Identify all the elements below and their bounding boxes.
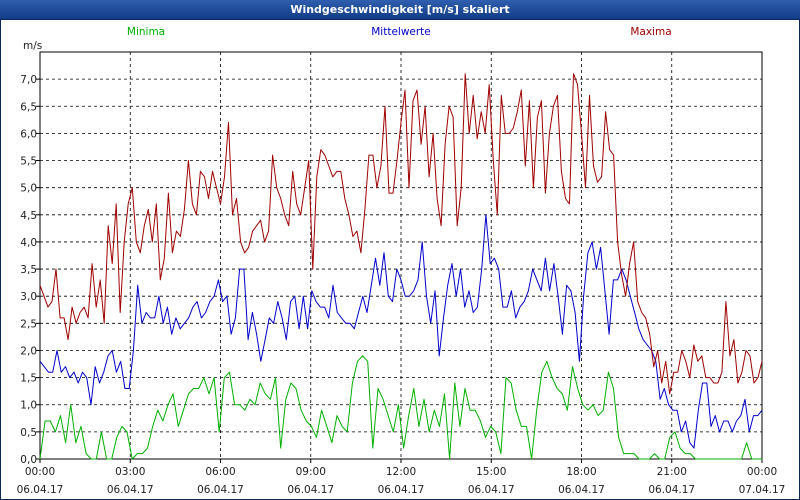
x-tick-date-label: 06.04.17 bbox=[17, 484, 64, 496]
y-tick-label: 5,5 bbox=[20, 156, 37, 168]
y-tick-label: 6,5 bbox=[20, 101, 37, 113]
x-tick-time-label: 18:00 bbox=[566, 466, 596, 478]
x-tick-date-label: 06.04.17 bbox=[468, 484, 515, 496]
legend-maxima: Maxima bbox=[630, 26, 671, 38]
y-axis-unit-label: m/s bbox=[23, 40, 42, 52]
y-tick-label: 3,0 bbox=[20, 291, 37, 303]
x-tick-time-label: 00:00 bbox=[25, 466, 55, 478]
y-tick-label: 2,0 bbox=[20, 345, 37, 357]
x-tick-date-label: 06.04.17 bbox=[558, 484, 605, 496]
chart-title: Windgeschwindigkeit [m/s] skaliert bbox=[0, 0, 800, 20]
x-tick-time-label: 09:00 bbox=[296, 466, 326, 478]
x-tick-date-label: 07.04.17 bbox=[739, 484, 786, 496]
maxima-line bbox=[39, 73, 763, 395]
y-tick-label: 4,0 bbox=[20, 237, 37, 249]
y-tick-label: 4,5 bbox=[20, 210, 37, 222]
legend-minima: Minima bbox=[127, 26, 165, 38]
x-tick-date-label: 06.04.17 bbox=[648, 484, 695, 496]
y-tick-label: 5,0 bbox=[20, 183, 37, 195]
series-lines bbox=[39, 73, 763, 460]
y-tick-label: 0,5 bbox=[20, 427, 37, 439]
x-tick-time-label: 00:00 bbox=[747, 466, 777, 478]
x-tick-date-label: 06.04.17 bbox=[287, 484, 334, 496]
legend-mittelwerte: Mittelwerte bbox=[371, 26, 431, 38]
x-tick-time-label: 12:00 bbox=[386, 466, 416, 478]
y-tick-label: 2,5 bbox=[20, 318, 37, 330]
y-tick-label: 6,0 bbox=[20, 128, 37, 140]
y-tick-label: 1,0 bbox=[20, 400, 37, 412]
y-tick-label: 7,0 bbox=[20, 74, 37, 86]
y-tick-label: 0,0 bbox=[20, 454, 37, 466]
minima-line bbox=[39, 355, 762, 460]
axes: 0,0 0,5 1,0 1,5 2,0 2,5 3,0 3,5 4,0 4,5 5,0 5,5 6,0 6… bbox=[17, 51, 786, 496]
x-tick-time-label: 21:00 bbox=[657, 466, 687, 478]
grid bbox=[40, 52, 762, 459]
y-tick-label: 3,5 bbox=[20, 264, 37, 276]
x-tick-date-label: 06.04.17 bbox=[197, 484, 244, 496]
x-tick-date-label: 06.04.17 bbox=[107, 484, 154, 496]
x-tick-time-label: 15:00 bbox=[476, 466, 506, 478]
x-tick-time-label: 03:00 bbox=[115, 466, 145, 478]
y-tick-label: 1,5 bbox=[20, 373, 37, 385]
x-tick-time-label: 06:00 bbox=[205, 466, 235, 478]
mittelwerte-line bbox=[39, 214, 763, 449]
x-tick-date-label: 06.04.17 bbox=[378, 484, 425, 496]
